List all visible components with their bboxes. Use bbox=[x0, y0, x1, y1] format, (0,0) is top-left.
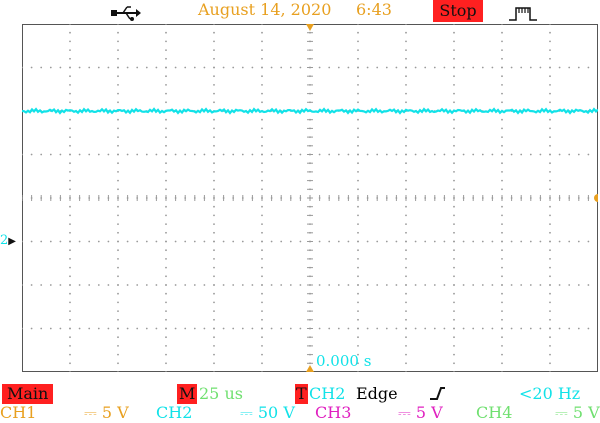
waveform-display[interactable] bbox=[22, 24, 598, 372]
ch3-scale: ⎓ 5 V bbox=[398, 403, 443, 423]
trigger-source: CH2 bbox=[309, 384, 346, 403]
trigger-position-marker bbox=[306, 24, 314, 31]
ch3-label[interactable]: CH3 bbox=[315, 403, 352, 422]
rising-edge-icon bbox=[430, 387, 445, 400]
ch1-scale-value: 5 V bbox=[101, 403, 129, 422]
ch4-label[interactable]: CH4 bbox=[476, 403, 513, 422]
dc-coupling-icon: ⎓ bbox=[555, 403, 568, 422]
menu-label[interactable]: Main bbox=[2, 384, 54, 404]
ch2-ground-marker: 2▶ bbox=[0, 233, 16, 250]
graticule bbox=[22, 24, 590, 372]
ch3-scale-value: 5 V bbox=[415, 403, 443, 422]
trigger-level-marker bbox=[594, 194, 598, 202]
trigger-position-marker-bottom bbox=[306, 365, 314, 372]
timebase-prefix: M bbox=[177, 384, 198, 404]
caret-right-icon: ▶ bbox=[8, 236, 16, 247]
date-label: August 14, 2020 bbox=[198, 0, 332, 19]
ch2-ground-label: 2 bbox=[0, 233, 9, 248]
ch4-scale-value: 5 V bbox=[572, 403, 600, 422]
usb-icon bbox=[111, 6, 141, 21]
ch2-scale-value: 50 V bbox=[257, 403, 295, 422]
dc-coupling-icon: ⎓ bbox=[84, 403, 97, 422]
dc-coupling-icon: ⎓ bbox=[240, 403, 253, 422]
ch2-label[interactable]: CH2 bbox=[156, 403, 193, 422]
trigger-type: Edge bbox=[356, 384, 398, 403]
ch2-trace bbox=[22, 107, 598, 115]
timebase-value: 25 us bbox=[199, 384, 243, 403]
time-label: 6:43 bbox=[356, 0, 392, 19]
trigger-prefix: T bbox=[295, 384, 308, 404]
ch1-scale: ⎓ 5 V bbox=[84, 403, 129, 423]
trigger-frequency: <20 Hz bbox=[519, 384, 581, 403]
dc-coupling-icon: ⎓ bbox=[398, 403, 411, 422]
run-stop-button[interactable]: Stop bbox=[433, 0, 483, 22]
ch1-label[interactable]: CH1 bbox=[0, 403, 37, 422]
single-pulse-icon bbox=[509, 7, 537, 21]
ch2-scale: ⎓ 50 V bbox=[240, 403, 295, 423]
ch4-scale: ⎓ 5 V bbox=[555, 403, 600, 423]
timebase-offset: 0.000 s bbox=[316, 352, 372, 370]
